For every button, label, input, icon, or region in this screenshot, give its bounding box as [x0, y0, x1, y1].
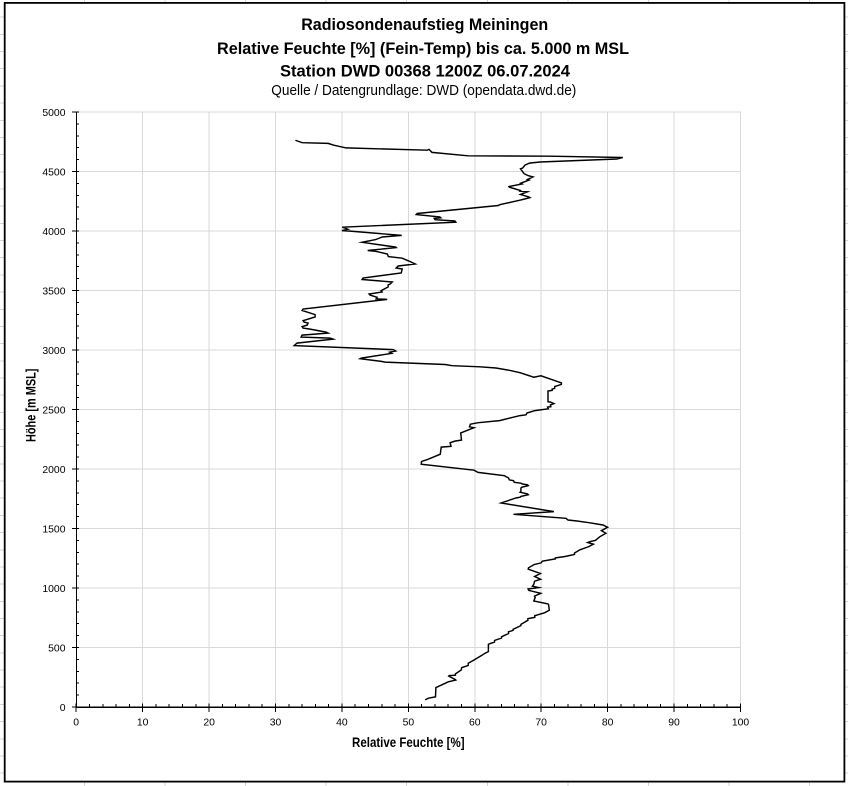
- svg-text:Station DWD 00368 1200Z 06.07.: Station DWD 00368 1200Z 06.07.2024: [280, 62, 571, 81]
- svg-text:500: 500: [48, 643, 66, 654]
- svg-text:70: 70: [535, 718, 547, 729]
- svg-text:0: 0: [73, 718, 79, 729]
- svg-text:2500: 2500: [42, 405, 65, 416]
- svg-text:Radiosondenaufstieg Meiningen: Radiosondenaufstieg Meiningen: [301, 15, 548, 34]
- svg-text:3000: 3000: [42, 346, 65, 357]
- svg-text:Höhe [m MSL]: Höhe [m MSL]: [22, 369, 38, 443]
- svg-text:40: 40: [336, 718, 348, 729]
- svg-text:4000: 4000: [42, 227, 65, 238]
- svg-text:Relative Feuchte [%]: Relative Feuchte [%]: [352, 734, 465, 750]
- svg-text:3500: 3500: [42, 286, 65, 297]
- svg-text:60: 60: [469, 718, 481, 729]
- svg-text:30: 30: [270, 718, 282, 729]
- svg-text:1000: 1000: [42, 584, 65, 595]
- svg-text:Relative Feuchte [%] (Fein-Tem: Relative Feuchte [%] (Fein-Temp) bis ca.…: [217, 39, 629, 58]
- svg-text:0: 0: [60, 703, 66, 714]
- svg-text:1500: 1500: [42, 524, 65, 535]
- svg-text:Quelle / Datengrundlage: DWD (: Quelle / Datengrundlage: DWD (opendata.d…: [271, 83, 576, 99]
- svg-text:4500: 4500: [42, 167, 65, 178]
- svg-text:90: 90: [668, 718, 680, 729]
- svg-text:10: 10: [137, 718, 149, 729]
- svg-text:80: 80: [602, 718, 614, 729]
- svg-text:2000: 2000: [42, 465, 65, 476]
- svg-text:100: 100: [732, 718, 750, 729]
- svg-text:20: 20: [203, 718, 215, 729]
- svg-text:5000: 5000: [42, 108, 65, 119]
- svg-text:50: 50: [403, 718, 415, 729]
